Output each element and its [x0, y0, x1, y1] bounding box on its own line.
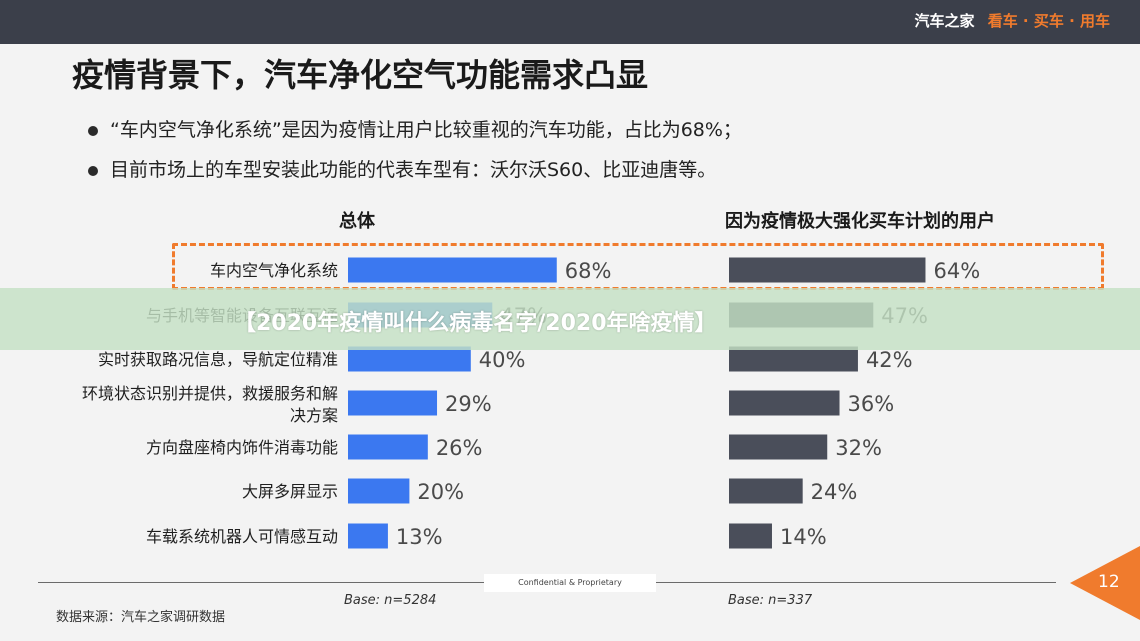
boosted-bar — [729, 523, 772, 549]
brand-tagline: 看车 · 买车 · 用车 — [987, 12, 1110, 30]
overall-value-label: 29% — [445, 392, 492, 416]
brand-name: 汽车之家 — [914, 12, 975, 30]
boosted-value-label: 64% — [933, 259, 980, 283]
boosted-base-label: Base: n=337 — [728, 593, 813, 608]
bullet-dot-icon — [88, 166, 98, 176]
overall-bar — [348, 478, 410, 504]
overall-bar — [348, 390, 438, 416]
category-label: 实时获取路况信息，导航定位精准 — [98, 350, 338, 369]
overall-bar — [348, 257, 557, 283]
boosted-bar — [729, 257, 926, 283]
overlay-banner-text: 【2020年疫情叫什么病毒名字/2020年啥疫情】 — [234, 311, 717, 336]
bullet-list: “车内空气净化系统”是因为疫情让用户比较重视的汽车功能，占比为68%； 目前市场… — [88, 116, 742, 196]
boosted-value-label: 42% — [866, 348, 913, 372]
overall-value-label: 13% — [396, 525, 443, 549]
boosted-value-label: 24% — [811, 480, 858, 504]
overall-base-label: Base: n=5284 — [344, 593, 437, 608]
boosted-bar — [729, 478, 803, 504]
category-label: 环境状态识别并提供，救援服务和解决方案 — [82, 384, 338, 425]
bullet-text: 目前市场上的车型安装此功能的代表车型有：沃尔沃S60、比亚迪唐等。 — [110, 159, 717, 181]
data-source: 数据来源：汽车之家调研数据 — [56, 610, 226, 625]
overlay-banner — [0, 288, 1140, 350]
overall-bar — [348, 434, 428, 460]
overall-value-label: 40% — [479, 348, 526, 372]
header-bar: 汽车之家 看车 · 买车 · 用车 — [0, 0, 1140, 44]
bullet-dot-icon — [88, 126, 98, 136]
overall-value-label: 20% — [417, 480, 464, 504]
confidential-label: Confidential & Proprietary — [484, 574, 656, 592]
overall-value-label: 68% — [565, 259, 612, 283]
boosted-value-label: 36% — [848, 392, 895, 416]
boosted-bar — [729, 434, 828, 460]
category-label: 车载系统机器人可情感互动 — [146, 527, 338, 546]
overall-bar — [348, 523, 388, 549]
boosted-bar — [729, 346, 858, 372]
boosted-value-label: 14% — [780, 525, 827, 549]
boosted-bar — [729, 390, 840, 416]
category-label: 方向盘座椅内饰件消毒功能 — [146, 438, 338, 457]
boosted-chart-title: 因为疫情极大强化买车计划的用户 — [725, 211, 995, 232]
overall-chart-title: 总体 — [339, 211, 375, 232]
page-title: 疫情背景下，汽车净化空气功能需求凸显 — [72, 56, 649, 94]
bullet-item: 目前市场上的车型安装此功能的代表车型有：沃尔沃S60、比亚迪唐等。 — [88, 156, 742, 196]
highlight-box — [172, 243, 1104, 290]
page-number: 12 — [1098, 572, 1120, 592]
category-label: 车内空气净化系统 — [210, 261, 338, 280]
overall-value-label: 26% — [436, 436, 483, 460]
category-label: 大屏多屏显示 — [242, 482, 338, 501]
page-badge-icon — [1070, 546, 1140, 620]
boosted-value-label: 32% — [835, 436, 882, 460]
bullet-text: “车内空气净化系统”是因为疫情让用户比较重视的汽车功能，占比为68%； — [110, 119, 742, 141]
brand-logo: 汽车之家 看车 · 买车 · 用车 — [914, 10, 1110, 31]
overall-bar — [348, 346, 471, 372]
bullet-item: “车内空气净化系统”是因为疫情让用户比较重视的汽车功能，占比为68%； — [88, 116, 742, 156]
